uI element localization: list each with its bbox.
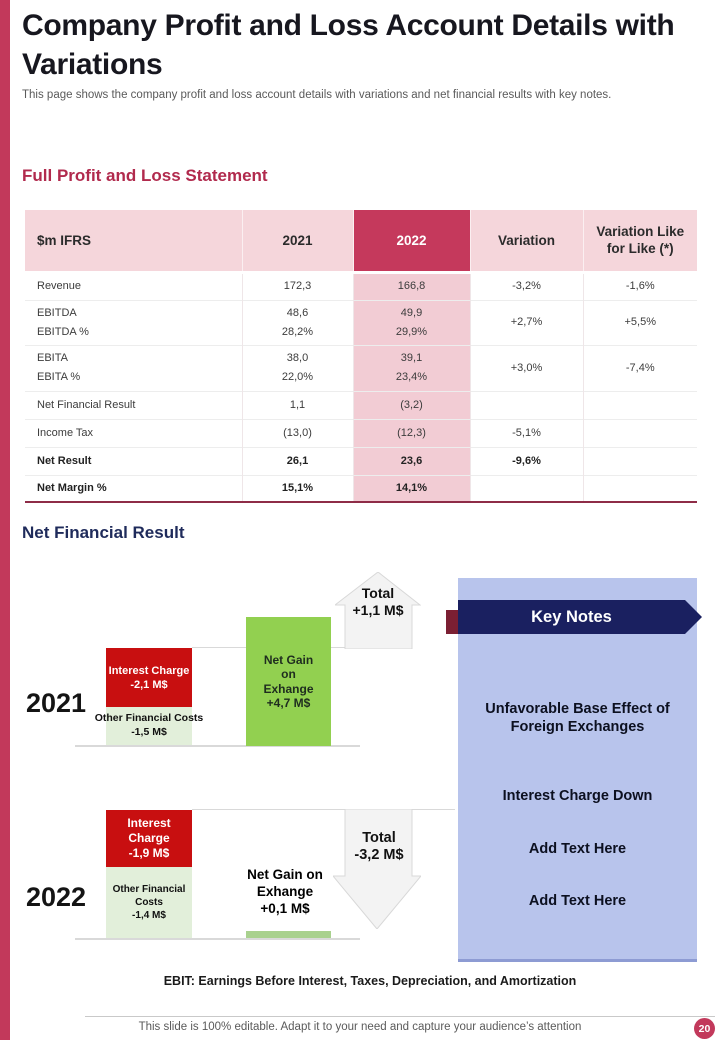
key-notes-banner-fold xyxy=(446,610,458,634)
value-variation-lfl: +5,5% xyxy=(624,316,657,328)
value-2022: 14,1% xyxy=(395,481,428,494)
key-note-item: Add Text Here xyxy=(528,893,627,909)
table-row-net-result: Net Result 26,1 23,6 -9,6% xyxy=(25,446,697,475)
footer-divider xyxy=(85,1016,715,1017)
table-header-row: $m IFRS 2021 2022 Variation Variation Li… xyxy=(25,210,697,274)
pl-table: $m IFRS 2021 2022 Variation Variation Li… xyxy=(25,210,697,503)
total-up-arrow-2021 xyxy=(335,572,421,649)
bar-label-net-gain-2022: Net Gain on Exhange +0,1 M$ xyxy=(247,867,323,916)
row-label: EBITA xyxy=(37,352,68,364)
row-label: Net Margin % xyxy=(37,481,107,494)
value-2022: 166,8 xyxy=(397,280,426,292)
table-row-net-margin: Net Margin % 15,1% 14,1% xyxy=(25,474,697,502)
key-notes-title: Key Notes xyxy=(531,607,612,626)
table-row-ebitda: EBITDA EBITDA % 48,6 28,2% 49,9 29,9% +2… xyxy=(25,299,697,345)
bar-interest-charge-2021: Interest Charge -2,1 M$ xyxy=(106,648,192,707)
table-row-revenue: Revenue 172,3 166,8 -3,2% -1,6% xyxy=(25,271,697,300)
key-note-item: Interest Charge Down xyxy=(502,788,653,804)
bar-label-other-financial-costs-2021: Other Financial Costs -1,5 M$ xyxy=(94,712,204,738)
left-accent-bar xyxy=(0,0,10,1040)
key-note-item: Unfavorable Base Effect of Foreign Excha… xyxy=(485,701,670,735)
value-variation-lfl: -1,6% xyxy=(625,280,655,292)
total-down-arrow-2022 xyxy=(333,809,421,929)
total-label-2021: Total +1,1 M$ xyxy=(352,585,404,618)
value-2021: (13,0) xyxy=(283,426,312,439)
column-header-variation-lfl: Variation Like for Like (*) xyxy=(582,210,697,274)
baseline-2021 xyxy=(75,745,360,747)
row-label-pct: EBITA % xyxy=(37,371,81,383)
key-notes-banner: Key Notes xyxy=(458,600,685,634)
footer-text: This slide is 100% editable. Adapt it to… xyxy=(138,1021,582,1033)
value-2022-pct: 23,4% xyxy=(395,371,428,383)
row-label: Net Financial Result xyxy=(37,398,136,411)
value-2022: 49,9 xyxy=(400,306,423,319)
bar-interest-charge-2022: Interest Charge -1,9 M$ xyxy=(106,810,192,867)
connector-line-2022 xyxy=(192,809,455,810)
table-row-income-tax: Income Tax (13,0) (12,3) -5,1% xyxy=(25,418,697,447)
pl-section-heading: Full Profit and Loss Statement xyxy=(22,166,268,185)
page-number: 20 xyxy=(698,1022,711,1035)
bar-other-financial-costs-2022: Other Financial Costs -1,4 M$ xyxy=(106,867,192,938)
nfr-section-heading: Net Financial Result xyxy=(22,523,185,542)
key-notes-banner-arrow-tip xyxy=(685,600,702,634)
value-2022-pct: 29,9% xyxy=(395,325,428,338)
key-notes-panel xyxy=(458,578,697,962)
row-label-pct: EBITDA % xyxy=(37,325,89,338)
key-note-item: Add Text Here xyxy=(528,841,627,857)
value-2021: 172,3 xyxy=(283,280,312,292)
value-2022: 39,1 xyxy=(400,352,423,364)
row-label: EBITDA xyxy=(37,306,77,319)
bar-net-gain-2021: Net Gain on Exhange +4,7 M$ xyxy=(246,617,331,746)
value-variation: +2,7% xyxy=(510,316,543,328)
column-header-2022: 2022 xyxy=(352,210,470,274)
bar-other-financial-costs-2021 xyxy=(106,707,192,745)
row-label: Income Tax xyxy=(37,426,94,439)
year-label-2021: 2021 xyxy=(26,688,87,718)
value-2021-pct: 28,2% xyxy=(281,325,314,338)
total-label-2022: Total -3,2 M$ xyxy=(354,830,404,863)
value-2022: 23,6 xyxy=(400,454,423,467)
value-variation-lfl: -7,4% xyxy=(625,361,655,374)
bar-net-gain-2022 xyxy=(246,931,331,938)
value-2021: 26,1 xyxy=(286,454,309,467)
value-variation: -5,1% xyxy=(512,426,541,439)
value-2021-pct: 22,0% xyxy=(281,371,314,383)
value-2022: (12,3) xyxy=(397,426,426,439)
value-2021: 38,0 xyxy=(286,352,309,364)
value-variation: -3,2% xyxy=(512,280,541,292)
year-label-2022: 2022 xyxy=(26,882,87,912)
table-row-ebita: EBITA EBITA % 38,0 22,0% 39,1 23,4% +3,0… xyxy=(25,344,697,391)
page-title: Company Profit and Loss Account Details … xyxy=(22,9,675,81)
page-subtitle: This page shows the company profit and l… xyxy=(22,89,612,101)
page-number-badge: 20 xyxy=(694,1018,715,1039)
table-row-net-financial-result: Net Financial Result 1,1 (3,2) xyxy=(25,390,697,419)
row-label: Revenue xyxy=(37,280,82,292)
value-2021: 1,1 xyxy=(289,398,306,411)
value-2022: (3,2) xyxy=(400,398,423,411)
baseline-2022 xyxy=(75,938,360,940)
row-label: Net Result xyxy=(37,454,92,467)
ebit-footnote: EBIT: Earnings Before Interest, Taxes, D… xyxy=(163,974,577,988)
column-header-2021: 2021 xyxy=(241,210,353,274)
value-2021: 15,1% xyxy=(281,481,314,494)
value-variation: -9,6% xyxy=(512,454,541,467)
value-variation: +3,0% xyxy=(510,361,543,374)
value-2021: 48,6 xyxy=(286,306,309,319)
column-header-ifrs: $m IFRS xyxy=(25,210,242,274)
column-header-variation: Variation xyxy=(469,210,583,274)
